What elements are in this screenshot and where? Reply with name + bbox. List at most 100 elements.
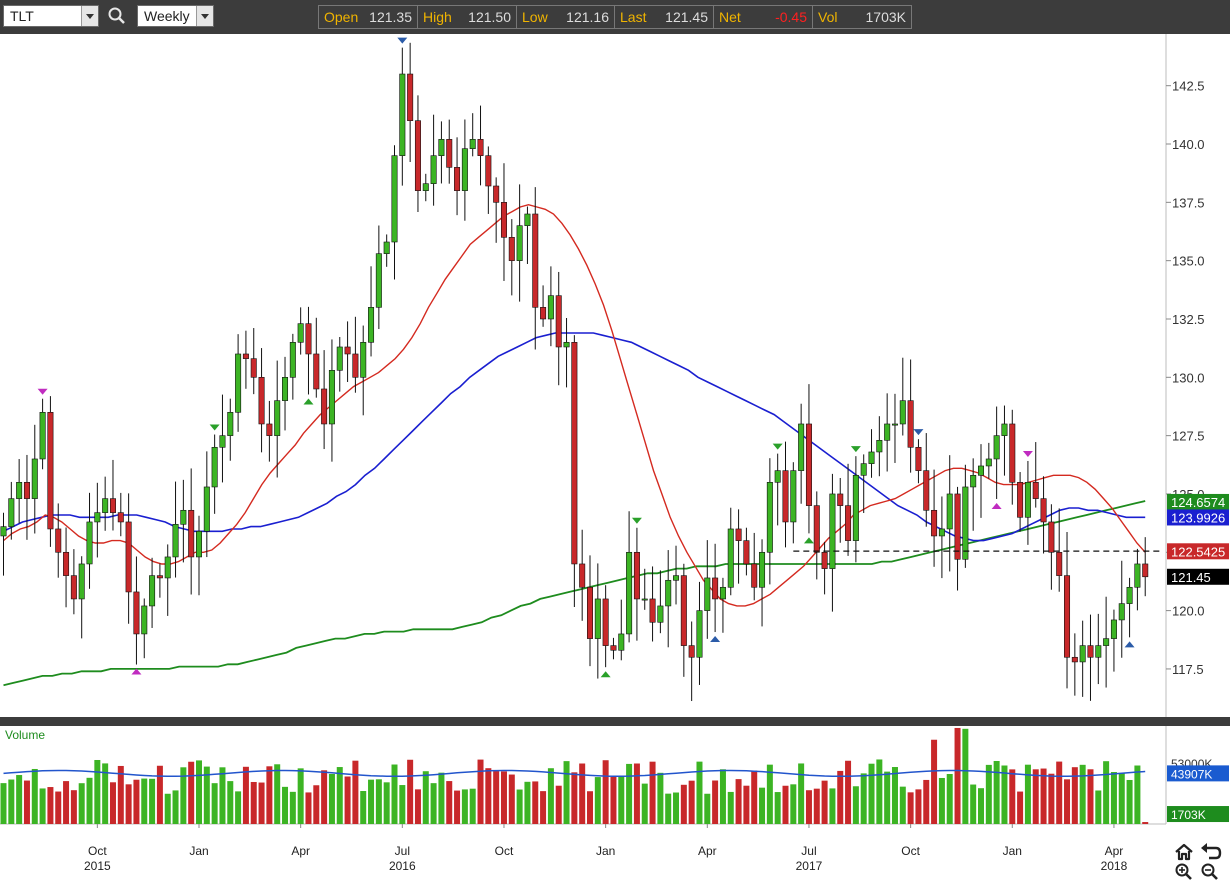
candle-up[interactable] — [141, 605, 148, 635]
candle-down[interactable] — [1071, 656, 1078, 663]
candle-down[interactable] — [477, 139, 484, 156]
candle-down[interactable] — [649, 598, 656, 623]
candle-down[interactable] — [743, 540, 750, 565]
candle-up[interactable] — [1118, 603, 1125, 621]
candle-up[interactable] — [289, 342, 296, 378]
candle-up[interactable] — [852, 474, 859, 541]
candle-up[interactable] — [274, 400, 281, 436]
candle-up[interactable] — [438, 139, 445, 156]
candle-down[interactable] — [579, 563, 586, 588]
candle-down[interactable] — [188, 509, 195, 558]
candle-down[interactable] — [258, 377, 265, 425]
candle-up[interactable] — [1126, 586, 1133, 604]
candle-up[interactable] — [383, 241, 390, 254]
candle-up[interactable] — [86, 521, 93, 565]
candle-up[interactable] — [94, 512, 101, 523]
candle-up[interactable] — [375, 253, 382, 308]
symbol-dropdown-icon[interactable] — [81, 6, 98, 26]
candle-up[interactable] — [891, 423, 898, 426]
zoom-out-icon[interactable] — [1200, 862, 1220, 880]
candle-up[interactable] — [1134, 563, 1141, 588]
candle-down[interactable] — [680, 575, 687, 646]
candle-up[interactable] — [774, 470, 781, 483]
candle-down[interactable] — [1009, 423, 1016, 483]
candle-down[interactable] — [344, 346, 351, 355]
candle-down[interactable] — [610, 645, 617, 651]
candle-down[interactable] — [47, 412, 54, 530]
pane-divider[interactable] — [0, 717, 1230, 726]
candle-down[interactable] — [156, 575, 163, 579]
candle-up[interactable] — [665, 579, 672, 607]
candle-down[interactable] — [23, 481, 30, 499]
candle-down[interactable] — [117, 512, 124, 523]
candle-down[interactable] — [555, 295, 562, 348]
candle-up[interactable] — [16, 481, 23, 499]
candle-up[interactable] — [673, 575, 680, 581]
candle-up[interactable] — [524, 213, 531, 226]
candle-down[interactable] — [321, 388, 328, 425]
candle-up[interactable] — [1095, 645, 1102, 658]
candle-up[interactable] — [1103, 638, 1110, 646]
candle-up[interactable] — [219, 435, 226, 448]
candle-up[interactable] — [993, 435, 1000, 460]
candle-down[interactable] — [813, 505, 820, 553]
candle-up[interactable] — [227, 412, 234, 436]
candle-up[interactable] — [469, 139, 476, 149]
candle-up[interactable] — [172, 523, 179, 558]
candle-up[interactable] — [1079, 645, 1086, 663]
price-chart[interactable]: 117.5120.0122.5125.0127.5130.0132.5135.0… — [0, 34, 1230, 881]
candle-up[interactable] — [868, 451, 875, 464]
candle-up[interactable] — [1110, 619, 1117, 639]
candle-up[interactable] — [8, 498, 15, 527]
candle-up[interactable] — [1001, 423, 1008, 436]
candle-up[interactable] — [829, 493, 836, 569]
candle-up[interactable] — [594, 598, 601, 639]
candle-up[interactable] — [876, 440, 883, 453]
candle-down[interactable] — [250, 358, 257, 378]
candle-down[interactable] — [915, 446, 922, 471]
candle-up[interactable] — [985, 458, 992, 467]
candle-down[interactable] — [446, 139, 453, 168]
home-icon[interactable] — [1174, 843, 1194, 861]
candle-down[interactable] — [805, 423, 812, 506]
candle-up[interactable] — [328, 370, 335, 425]
candle-up[interactable] — [235, 353, 242, 413]
candle-up[interactable] — [860, 463, 867, 476]
candle-up[interactable] — [641, 598, 648, 601]
search-icon[interactable] — [107, 6, 127, 26]
candle-down[interactable] — [485, 155, 492, 187]
candle-up[interactable] — [766, 481, 773, 553]
candle-up[interactable] — [696, 610, 703, 658]
candle-down[interactable] — [1032, 481, 1039, 499]
candle-down[interactable] — [352, 353, 359, 378]
candle-up[interactable] — [196, 530, 203, 558]
candle-down[interactable] — [1040, 498, 1047, 523]
candle-down[interactable] — [782, 470, 789, 523]
candle-up[interactable] — [422, 183, 429, 191]
candle-down[interactable] — [508, 237, 515, 261]
candle-down[interactable] — [845, 505, 852, 541]
candle-down[interactable] — [837, 493, 844, 506]
candle-up[interactable] — [719, 586, 726, 600]
candle-up[interactable] — [626, 551, 633, 635]
candle-up[interactable] — [657, 605, 664, 623]
candle-up[interactable] — [102, 498, 109, 513]
candle-down[interactable] — [931, 509, 938, 537]
candle-down[interactable] — [70, 575, 77, 600]
candle-down[interactable] — [540, 307, 547, 320]
candle-down[interactable] — [55, 528, 62, 553]
candle-up[interactable] — [798, 423, 805, 471]
candle-down[interactable] — [1087, 645, 1094, 658]
candle-down[interactable] — [1048, 521, 1055, 553]
candle-up[interactable] — [31, 458, 38, 499]
candle-down[interactable] — [586, 586, 593, 639]
candle-down[interactable] — [602, 598, 609, 646]
candle-down[interactable] — [571, 342, 578, 565]
candle-up[interactable] — [391, 155, 398, 243]
candle-down[interactable] — [125, 521, 132, 593]
candle-up[interactable] — [336, 346, 343, 371]
candle-down[interactable] — [313, 353, 320, 390]
candle-up[interactable] — [211, 446, 218, 488]
candle-up[interactable] — [164, 556, 171, 579]
candle-down[interactable] — [407, 73, 414, 121]
